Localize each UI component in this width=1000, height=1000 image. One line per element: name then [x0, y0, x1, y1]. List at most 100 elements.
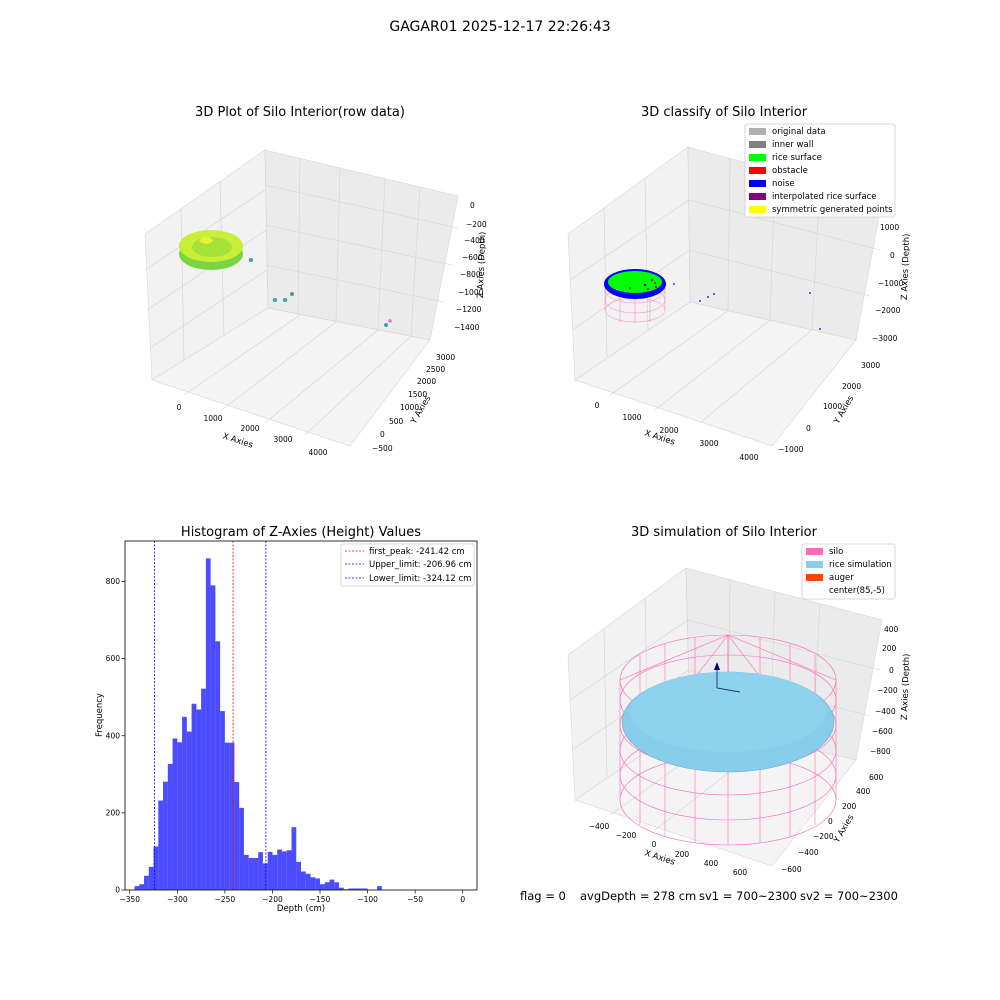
svg-text:2000: 2000: [659, 426, 678, 435]
histogram-bar: [224, 742, 230, 890]
histogram-legend-box: [340, 543, 475, 587]
svg-text:−800: −800: [870, 747, 891, 756]
plot-classify-title: 3D classify of Silo Interior: [641, 105, 808, 120]
histogram-y-tick-label: 400: [106, 731, 121, 740]
svg-text:−200: −200: [813, 832, 834, 841]
footer-sv1: sv1 = 700~2300: [699, 889, 797, 903]
svg-text:−1200: −1200: [456, 305, 482, 314]
histogram-y-tick-label: 0: [115, 886, 120, 895]
cls-obstacle-points: [647, 282, 656, 290]
raw-z-label: Z Axies (Depth): [476, 231, 488, 298]
histogram-y-label: Frequency: [95, 693, 105, 737]
svg-text:600: 600: [869, 773, 884, 782]
cls-rice-surface: [608, 271, 662, 293]
histogram-bar: [220, 711, 225, 890]
footer-sv2: sv2 = 700~2300: [800, 889, 898, 903]
histogram-bar: [324, 882, 330, 890]
raw-x-ticks: 0 1000 2000 3000 4000: [177, 403, 328, 457]
histogram-bar: [377, 886, 382, 890]
histogram-bars: [134, 558, 382, 890]
histogram-bar: [320, 884, 325, 890]
histogram-bar: [291, 827, 297, 890]
histogram-bar: [215, 641, 221, 890]
histogram-bar: [339, 887, 344, 890]
svg-text:0: 0: [828, 817, 833, 826]
svg-text:0: 0: [595, 401, 600, 410]
cls-legend-label: rice surface: [772, 153, 822, 163]
cls-y-ticks: −1000 0 1000 2000 3000: [778, 361, 880, 454]
legend-label-first-peak: first_peak: -241.42 cm: [369, 547, 465, 557]
raw-x-label: X Axies: [221, 431, 254, 450]
cls-legend: original data inner wall rice surface ob…: [744, 123, 896, 218]
histogram-bar: [262, 863, 268, 890]
svg-text:1000: 1000: [203, 414, 222, 423]
histogram-bar: [301, 871, 306, 890]
histogram-bar: [182, 716, 187, 890]
svg-text:−1000: −1000: [778, 445, 804, 454]
cls-floor-pane: [574, 301, 857, 447]
cls-legend-label: original data: [772, 127, 826, 137]
histogram-bar: [172, 738, 178, 890]
svg-text:−1000: −1000: [878, 279, 904, 288]
histogram-x-tick-label: −50: [407, 895, 423, 904]
svg-text:−200: −200: [466, 220, 487, 229]
raw-floor-pane: [151, 307, 431, 447]
svg-text:−3000: −3000: [872, 334, 898, 343]
histogram-bar: [277, 849, 282, 890]
sim-y-ticks: −600 −400 −200 0 200 400 600: [781, 773, 884, 874]
sim-legend-box: [801, 543, 896, 600]
histogram-x-tick-label: −150: [310, 895, 331, 904]
footer-avg-depth: avgDepth = 278 cm: [580, 889, 696, 903]
histogram-title: Histogram of Z-Axies (Height) Values: [181, 525, 421, 540]
histogram-bar: [362, 888, 368, 890]
svg-text:4000: 4000: [308, 448, 327, 457]
histogram-x-tick-label: −100: [357, 895, 378, 904]
histogram-bar: [167, 763, 173, 890]
sim-legend-label: auger: [829, 573, 854, 583]
histogram-x-tick-label: −200: [262, 895, 283, 904]
svg-text:−400: −400: [464, 236, 485, 245]
histogram-bar: [139, 884, 145, 890]
histogram-bar: [343, 889, 349, 890]
svg-text:3000: 3000: [861, 361, 880, 370]
histogram-bar: [144, 875, 149, 890]
svg-text:0: 0: [380, 430, 385, 439]
cls-interpolated-points: [629, 278, 657, 289]
cls-legend-box: [744, 123, 896, 218]
svg-text:200: 200: [842, 802, 857, 811]
sim-x-ticks: −400 −200 0 200 400 600: [589, 822, 748, 877]
histogram-bar: [248, 857, 254, 890]
svg-text:−400: −400: [589, 822, 610, 831]
svg-text:−400: −400: [798, 848, 819, 857]
figure-suptitle: GAGAR01 2025-12-17 22:26:43: [389, 19, 610, 35]
histogram-bar: [177, 742, 183, 890]
histogram-bar: [153, 846, 159, 890]
svg-text:1500: 1500: [408, 390, 427, 399]
svg-text:4000: 4000: [739, 453, 758, 462]
histogram-x-tick-label: −250: [215, 895, 236, 904]
svg-text:1000: 1000: [880, 223, 899, 232]
svg-text:0: 0: [889, 666, 894, 675]
svg-text:3000: 3000: [273, 435, 292, 444]
svg-text:200: 200: [675, 850, 690, 859]
svg-text:400: 400: [856, 787, 871, 796]
legend-label-upper-limit: Upper_limit: -206.96 cm: [369, 560, 472, 570]
footer-status: flag = 0 avgDepth = 278 cm sv1 = 700~230…: [520, 889, 898, 903]
raw-scatter-points: [249, 258, 388, 327]
svg-text:0: 0: [806, 424, 811, 433]
raw-z-ticks: 0 −200 −400 −600 −800 −1000 −1200 −1400: [454, 201, 487, 332]
histogram-bar: [205, 558, 211, 890]
cls-z-label: Z Axies (Depth): [900, 233, 912, 300]
svg-text:1000: 1000: [400, 403, 419, 412]
histogram-bar: [210, 585, 216, 890]
plot-sim-title: 3D simulation of Silo Interior: [631, 525, 818, 540]
histogram-reference-lines: [153, 541, 267, 890]
svg-text:0: 0: [890, 251, 895, 260]
svg-text:2000: 2000: [417, 377, 436, 386]
histogram-bar: [234, 782, 240, 890]
svg-text:2500: 2500: [426, 365, 445, 374]
svg-text:400: 400: [704, 859, 719, 868]
cls-legend-label: obstacle: [772, 166, 808, 176]
histogram-bar: [305, 873, 311, 890]
raw-surface-peak: [199, 236, 213, 244]
